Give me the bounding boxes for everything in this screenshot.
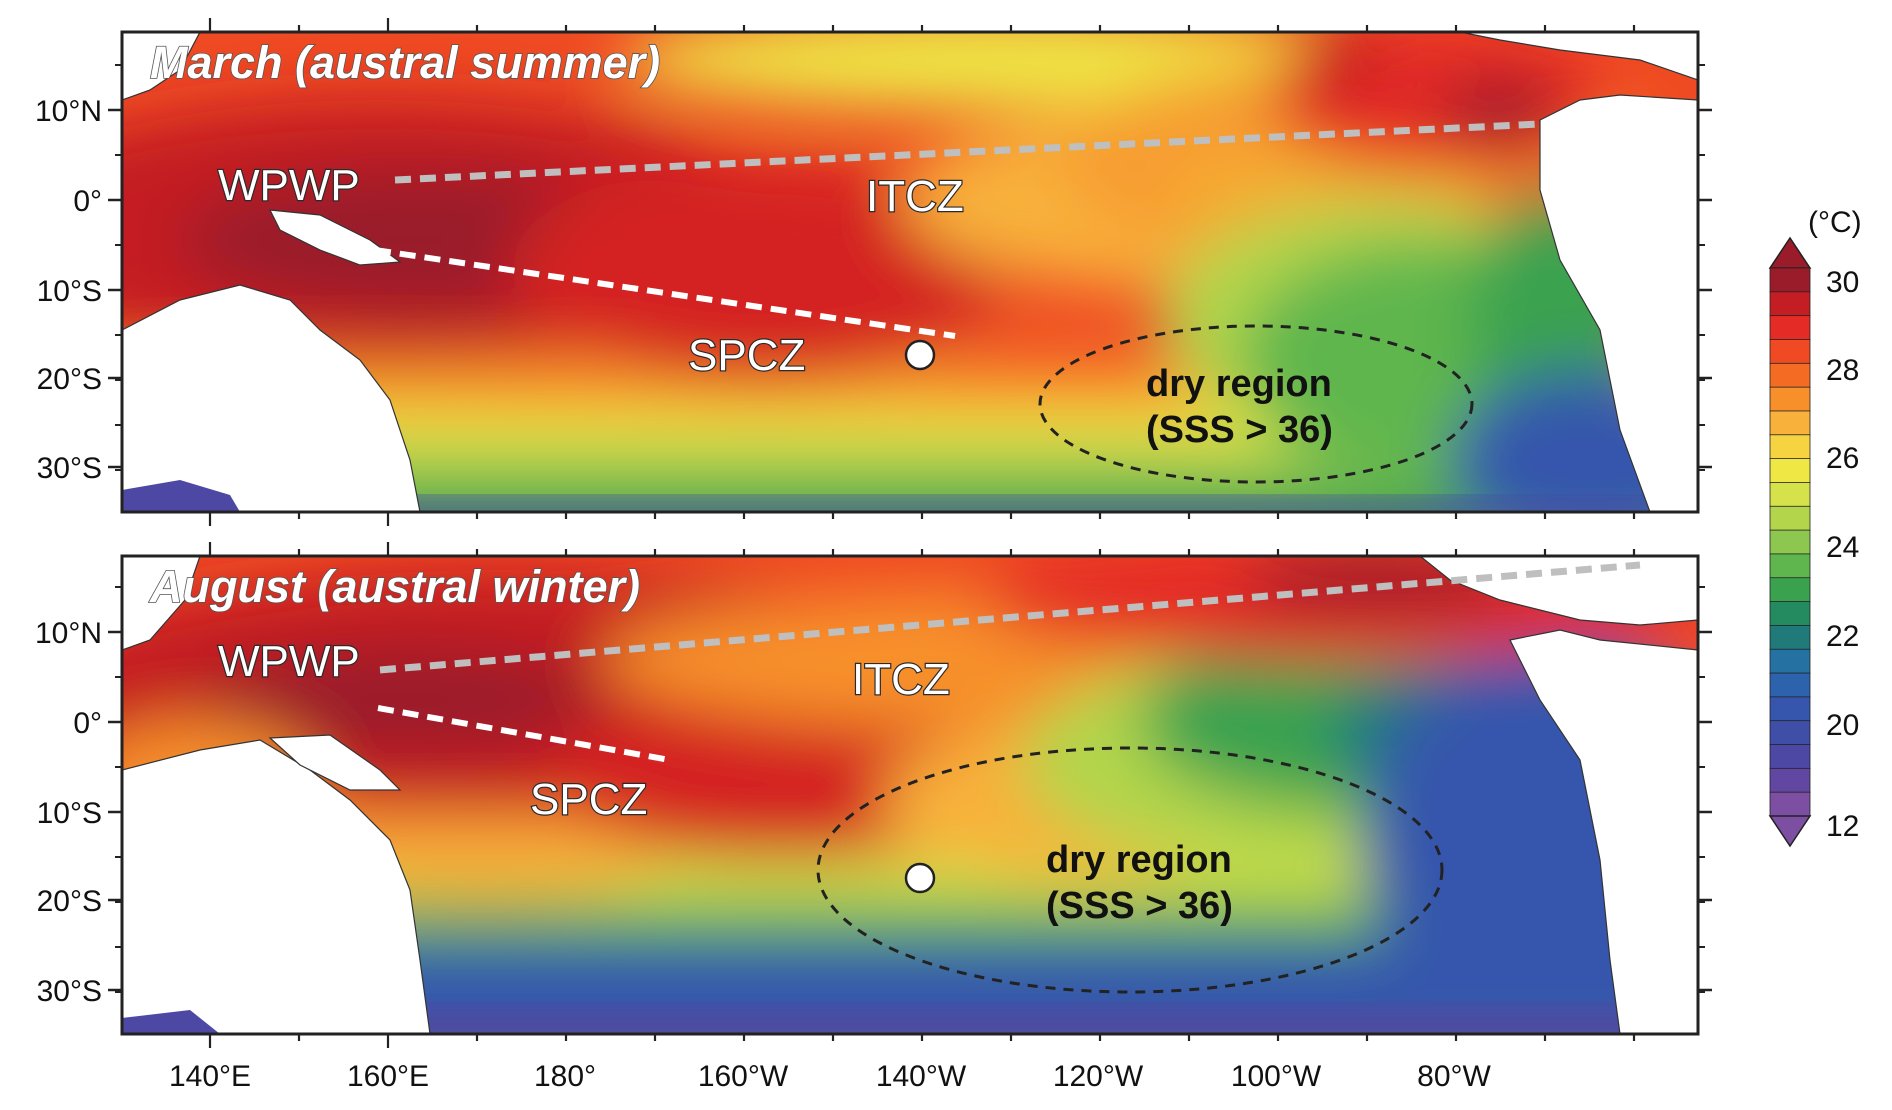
lon-tick-label: 120°W [1053,1060,1144,1093]
colorbar-band [1769,577,1811,603]
station-marker-august [904,862,936,894]
label-spcz-march: SPCZ [688,331,805,380]
colorbar-band [1769,267,1811,293]
lat-tick-label: 30°S [37,452,102,485]
frame-march [120,30,1700,514]
dry-region-ellipse-august [816,746,1444,994]
colorbar-tick-label: 12 [1826,810,1859,843]
panel-title-march: March (austral summer) [150,37,660,88]
label-sss-march: (SSS > 36) [1146,409,1333,451]
lon-tick-label: 140°W [876,1060,967,1093]
colorbar-arrow-top [1768,236,1812,269]
colorbar-tick-label: 28 [1826,354,1859,387]
label-spcz-august: SPCZ [530,775,647,824]
label-itcz-august: ITCZ [852,655,950,704]
colorbar-tick-label: 24 [1826,531,1859,564]
colorbar-band [1769,744,1811,770]
sst-field-march [122,32,1698,512]
lon-tick-label: 80°W [1417,1060,1491,1093]
lat-tick-label: 20°S [37,885,102,918]
colorbar-band [1769,291,1811,317]
colorbar-band [1769,767,1811,794]
colorbar-arrow-bottom [1768,815,1812,848]
land-august [122,556,1698,1034]
colorbar-tick-label: 22 [1826,620,1859,653]
panel-august: August (austral winter) WPWP ITCZ SPCZ d… [120,554,1700,1036]
label-sss-august: (SSS > 36) [1046,885,1233,927]
lat-tick-label: 20°S [37,363,102,396]
station-marker-march [904,339,936,371]
colorbar-band [1769,553,1811,579]
frame-august [120,554,1700,1036]
colorbar-band [1769,791,1811,817]
dry-region-ellipse-march [1038,324,1474,484]
colorbar-unit: (°C) [1808,206,1862,239]
colorbar-band [1769,672,1811,698]
colorbar-band [1769,362,1811,389]
panel-title-august: August (austral winter) [149,561,640,612]
colorbar-band [1769,339,1811,365]
lat-tick-label: 10°N [35,617,102,650]
colorbar-labels: 30 28 26 24 22 20 12 [1826,266,1859,843]
itcz-line-march [394,120,1541,184]
lon-tick-label: 100°W [1231,1060,1322,1093]
label-dry-region-march: dry region [1146,363,1332,405]
lat-tick-label: 0° [73,707,102,740]
colorbar-band [1769,529,1811,555]
colorbar-band [1769,696,1811,722]
land-march [122,32,1698,512]
label-wpwp-august: WPWP [218,637,360,686]
lon-tick-label: 140°E [169,1060,251,1093]
colorbar-band [1769,434,1811,460]
label-itcz-march: ITCZ [866,172,964,221]
lon-tick-label: 160°W [698,1060,789,1093]
panel-march: March (austral summer) WPWP ITCZ SPCZ dr… [120,30,1700,514]
sst-field-august [122,556,1698,1034]
lon-tick-label: 180° [534,1060,596,1093]
lon-tick-label: 160°E [347,1060,429,1093]
lat-tick-label: 10°S [37,797,102,830]
label-wpwp-march: WPWP [218,161,360,210]
colorbar-band [1769,648,1811,674]
colorbar-band [1769,410,1811,436]
colorbar-tick-label: 26 [1826,442,1859,475]
label-dry-region-august: dry region [1046,839,1232,881]
lat-tick-label: 0° [73,185,102,218]
colorbar-band [1769,315,1811,341]
axes: 10°N 0° 10°S 20°S 30°S 10°N 0° 10°S 20°S 30°S 140°… [35,18,1712,1093]
lat-tick-label: 10°N [35,95,102,128]
colorbar-band [1769,482,1811,508]
lat-tick-label: 10°S [37,275,102,308]
colorbar-tick-label: 30 [1826,266,1859,299]
colorbar-band [1769,720,1811,746]
spcz-line-march [374,247,956,339]
lat-tick-label: 30°S [37,975,102,1008]
colorbar-band [1769,386,1811,412]
colorbar-bands [1768,236,1812,848]
colorbar-band [1769,624,1811,651]
colorbar-band [1769,601,1811,627]
itcz-line-august [379,561,1641,674]
colorbar-band [1769,505,1811,531]
colorbar-band [1769,458,1811,484]
colorbar-tick-label: 20 [1826,709,1859,742]
colorbar: (°C) 30 28 26 24 22 20 12 [1768,206,1862,848]
